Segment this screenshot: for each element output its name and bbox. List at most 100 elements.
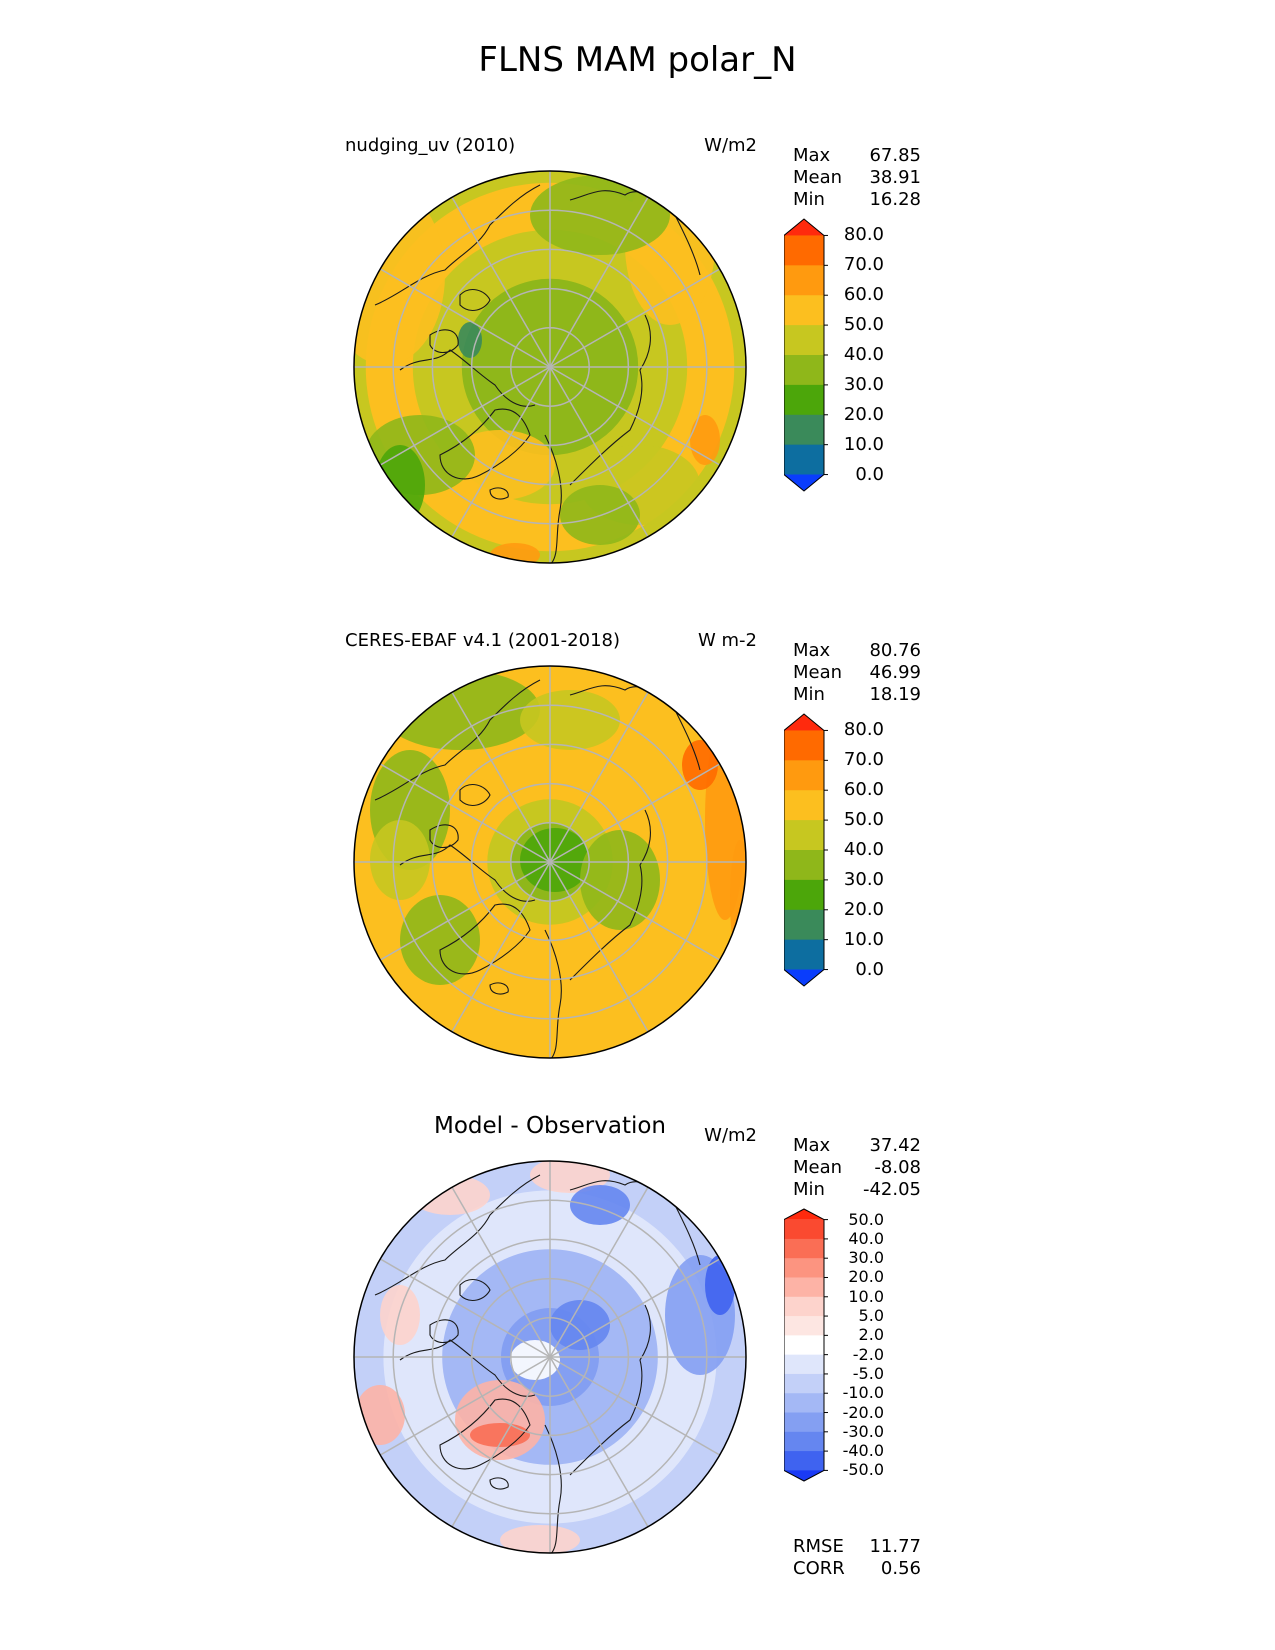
coastline bbox=[399, 844, 536, 902]
stat-label: Mean bbox=[793, 662, 843, 683]
polar-map bbox=[353, 170, 747, 564]
colorbar bbox=[784, 218, 828, 492]
colorbar-tick-label: 50.0 bbox=[843, 809, 884, 831]
coastline bbox=[489, 487, 509, 500]
coastline bbox=[544, 1424, 562, 1553]
colorbar-segment bbox=[784, 1277, 824, 1298]
colorbar-segment bbox=[784, 325, 824, 356]
colorbar-tick-label: 80.0 bbox=[843, 224, 884, 246]
colorbar-tick-label: 10.0 bbox=[843, 928, 884, 950]
colorbar bbox=[784, 1208, 828, 1482]
colorbar-tick-label: -40.0 bbox=[842, 1441, 884, 1461]
colorbar-tick-label: -10.0 bbox=[842, 1383, 884, 1403]
stat-value: 16.28 bbox=[869, 189, 921, 210]
stat-value: 37.42 bbox=[869, 1135, 921, 1156]
meridian-line bbox=[451, 1186, 551, 1358]
field-patch bbox=[580, 830, 660, 930]
map-boundary bbox=[353, 170, 747, 564]
coastline bbox=[459, 1279, 491, 1301]
colorbar-tick-label: 80.0 bbox=[843, 719, 884, 741]
coastline bbox=[439, 1398, 531, 1470]
field-patch bbox=[682, 740, 718, 790]
colorbar-segment bbox=[784, 939, 824, 971]
colorbar-segment bbox=[784, 1354, 824, 1375]
meridian-line bbox=[549, 268, 721, 368]
colorbar-tick-label: -20.0 bbox=[842, 1402, 884, 1422]
metric-value: 0.56 bbox=[880, 1558, 921, 1579]
colorbar-tick-label: 0.0 bbox=[855, 463, 884, 485]
colorbar-segment bbox=[784, 1451, 824, 1471]
coastline bbox=[439, 903, 531, 975]
stat-label: Min bbox=[793, 684, 825, 705]
colorbar-extend-min bbox=[784, 474, 824, 491]
field-patch bbox=[490, 543, 540, 563]
panel-diff: Model - Observation W/m2 Max 37.42 Mean -8… bbox=[0, 1113, 1275, 1605]
colorbar-tick-label: 20.0 bbox=[843, 898, 884, 920]
field-patch bbox=[550, 1300, 610, 1350]
colorbar-segment bbox=[784, 730, 824, 761]
polar-map bbox=[353, 665, 747, 1059]
meridian-line bbox=[549, 1356, 721, 1456]
field-patch bbox=[510, 1340, 560, 1380]
colorbar-segment bbox=[784, 1296, 824, 1317]
colorbar-segment bbox=[784, 790, 824, 821]
meridian-line bbox=[549, 1356, 649, 1528]
panel-units: W/m2 bbox=[704, 135, 757, 156]
meridian-line bbox=[451, 196, 551, 368]
metric-label: RMSE bbox=[793, 1536, 844, 1557]
stat-value: 67.85 bbox=[869, 145, 921, 166]
field-patch bbox=[400, 895, 480, 985]
metric-value: 11.77 bbox=[869, 1536, 921, 1557]
stat-label: Mean bbox=[793, 1157, 843, 1178]
coastline bbox=[569, 809, 651, 981]
stat-value: 38.91 bbox=[869, 167, 921, 188]
colorbar-extend-max bbox=[784, 219, 824, 236]
stat-label: Min bbox=[793, 189, 825, 210]
meridian-line bbox=[451, 861, 551, 1033]
panel-units: W m-2 bbox=[697, 630, 757, 651]
colorbar-segment bbox=[784, 414, 824, 446]
meridian-line bbox=[451, 366, 551, 538]
colorbar-segment bbox=[784, 1219, 824, 1240]
colorbar-segment bbox=[784, 850, 824, 881]
meridian-line bbox=[549, 1258, 721, 1358]
meridian-line bbox=[379, 1356, 551, 1456]
coastline bbox=[459, 784, 491, 806]
colorbar-tick-label: 40.0 bbox=[848, 1228, 884, 1248]
figure-title: FLNS MAM polar_N bbox=[478, 40, 797, 80]
polar-map bbox=[353, 1160, 747, 1554]
colorbar-segment bbox=[784, 265, 824, 296]
colorbar-tick-label: 40.0 bbox=[843, 344, 884, 365]
colorbar-segment bbox=[784, 820, 824, 851]
colorbar-tick-label: 50.0 bbox=[848, 1209, 884, 1229]
map-boundary bbox=[353, 665, 747, 1059]
coastline bbox=[489, 982, 509, 995]
field-patch bbox=[530, 175, 670, 255]
stat-label: Mean bbox=[793, 167, 843, 188]
colorbar-tick-label: 60.0 bbox=[843, 779, 884, 801]
panel-title: nudging_uv (2010) bbox=[345, 135, 516, 156]
stat-label: Max bbox=[793, 1135, 831, 1156]
colorbar-tick-label: 30.0 bbox=[848, 1248, 884, 1268]
field-patch bbox=[458, 322, 482, 358]
meridian-line bbox=[451, 691, 551, 863]
colorbar-tick-label: 70.0 bbox=[843, 254, 884, 276]
diff-metrics: RMSE 11.77 CORR 0.56 bbox=[793, 1536, 921, 1580]
meridian-line bbox=[379, 1258, 551, 1358]
colorbar-tick-label: -5.0 bbox=[852, 1363, 884, 1383]
colorbar-tick-label: 30.0 bbox=[843, 868, 884, 890]
panel-ref: CERES-EBAF v4.1 (2001-2018) W m-2 Max 80.… bbox=[0, 630, 1275, 1110]
colorbar-tick-label: 60.0 bbox=[843, 284, 884, 306]
field-patch bbox=[705, 1255, 735, 1315]
panel-test: nudging_uv (2010) W/m2 Max 67.85 Mean 38.9… bbox=[0, 135, 1275, 615]
colorbar-segment bbox=[784, 1431, 824, 1452]
panel-units: W/m2 bbox=[704, 1125, 757, 1146]
meridian-line bbox=[549, 861, 721, 961]
meridian-line bbox=[549, 691, 649, 863]
colorbar-tick-label: 10.0 bbox=[843, 433, 884, 455]
colorbar-segment bbox=[784, 235, 824, 266]
colorbar-tick-label: 10.0 bbox=[848, 1286, 884, 1306]
colorbar-tick-label: -30.0 bbox=[842, 1421, 884, 1441]
field-patch bbox=[380, 1285, 420, 1345]
colorbar-tick-label: 70.0 bbox=[843, 749, 884, 771]
